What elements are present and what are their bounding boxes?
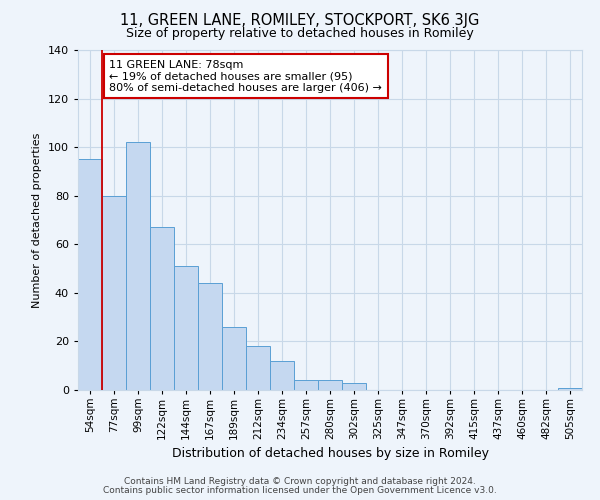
Text: Contains HM Land Registry data © Crown copyright and database right 2024.: Contains HM Land Registry data © Crown c… [124,477,476,486]
Text: Contains public sector information licensed under the Open Government Licence v3: Contains public sector information licen… [103,486,497,495]
Bar [150,228,174,390]
Bar [318,380,342,390]
Text: 11, GREEN LANE, ROMILEY, STOCKPORT, SK6 3JG: 11, GREEN LANE, ROMILEY, STOCKPORT, SK6 … [121,12,479,28]
Bar [294,380,318,390]
Bar [342,382,366,390]
Bar [78,160,102,390]
Bar [222,327,246,390]
Bar [246,346,270,390]
Bar [270,361,294,390]
Bar [102,196,126,390]
Text: Size of property relative to detached houses in Romiley: Size of property relative to detached ho… [126,28,474,40]
Bar [558,388,582,390]
Text: 11 GREEN LANE: 78sqm
← 19% of detached houses are smaller (95)
80% of semi-detac: 11 GREEN LANE: 78sqm ← 19% of detached h… [109,60,382,93]
Y-axis label: Number of detached properties: Number of detached properties [32,132,42,308]
Bar [126,142,150,390]
Bar [174,266,198,390]
Bar [198,283,222,390]
X-axis label: Distribution of detached houses by size in Romiley: Distribution of detached houses by size … [172,448,488,460]
